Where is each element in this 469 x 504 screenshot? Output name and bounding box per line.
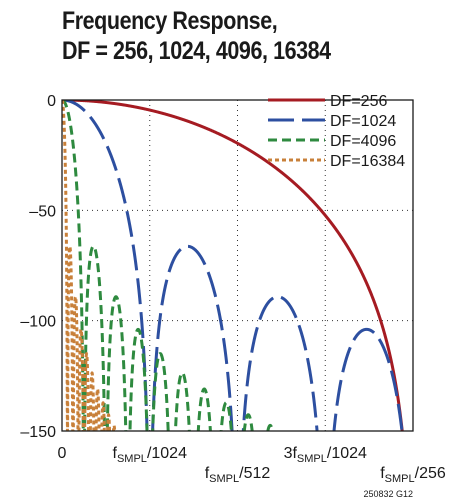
y-tick-label: –50 [29, 203, 56, 220]
figure-code: 250832 G12 [363, 489, 413, 499]
x-axis: 0 fSMPL/1024 fSMPL/512 3fSMPL/1024 fSMPL/256 [58, 445, 446, 485]
y-axis: 0 –50 –100 –150 [20, 93, 56, 441]
plot-frame [61, 99, 414, 432]
x-tick-label: fSMPL/256 [380, 465, 446, 485]
chart-title-line-1: Frequency Response, [62, 7, 278, 35]
legend-label: DF=1024 [330, 113, 396, 130]
series-line-df-1024 [62, 100, 404, 431]
curves [62, 100, 404, 431]
chart-title-line-2: DF = 256, 1024, 4096, 16384 [62, 37, 331, 65]
series-line-df-256 [62, 100, 404, 431]
legend-label: DF=4096 [330, 133, 396, 150]
legend-label: DF=256 [330, 93, 387, 110]
x-tick-label: 0 [58, 445, 67, 462]
legend-label: DF=16384 [330, 153, 405, 170]
x-tick-label: fSMPL/1024 [113, 445, 188, 465]
x-tick-label: fSMPL/512 [205, 465, 271, 485]
y-tick-label: –100 [20, 314, 56, 331]
chart-title: Frequency Response, DF = 256, 1024, 4096… [62, 6, 331, 66]
y-tick-label: –150 [20, 424, 56, 441]
x-tick-label: 3fSMPL/1024 [284, 445, 367, 465]
grid [62, 100, 413, 431]
y-tick-label: 0 [47, 93, 56, 110]
legend: DF=256 DF=1024 DF=4096 DF=16384 [268, 93, 405, 170]
